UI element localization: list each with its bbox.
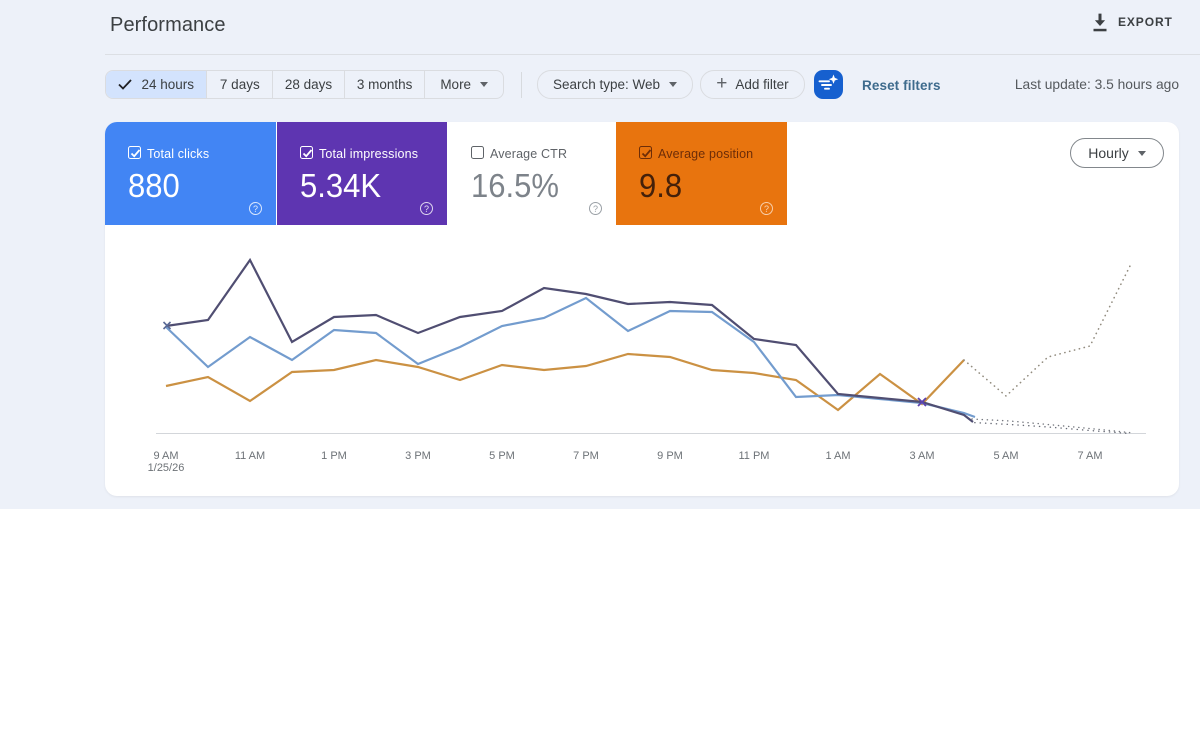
svg-text:3 AM: 3 AM	[909, 450, 934, 462]
svg-text:1/25/26: 1/25/26	[148, 462, 185, 474]
svg-text:1 AM: 1 AM	[825, 450, 850, 462]
svg-text:5 AM: 5 AM	[993, 450, 1018, 462]
svg-text:11 PM: 11 PM	[739, 450, 770, 462]
svg-text:7 PM: 7 PM	[573, 450, 599, 462]
svg-text:7 AM: 7 AM	[1077, 450, 1102, 462]
svg-text:9 AM: 9 AM	[153, 450, 178, 462]
svg-text:5 PM: 5 PM	[489, 450, 515, 462]
svg-text:11 AM: 11 AM	[235, 450, 265, 462]
svg-text:9 PM: 9 PM	[657, 450, 683, 462]
svg-text:1 PM: 1 PM	[321, 450, 347, 462]
svg-text:3 PM: 3 PM	[405, 450, 431, 462]
